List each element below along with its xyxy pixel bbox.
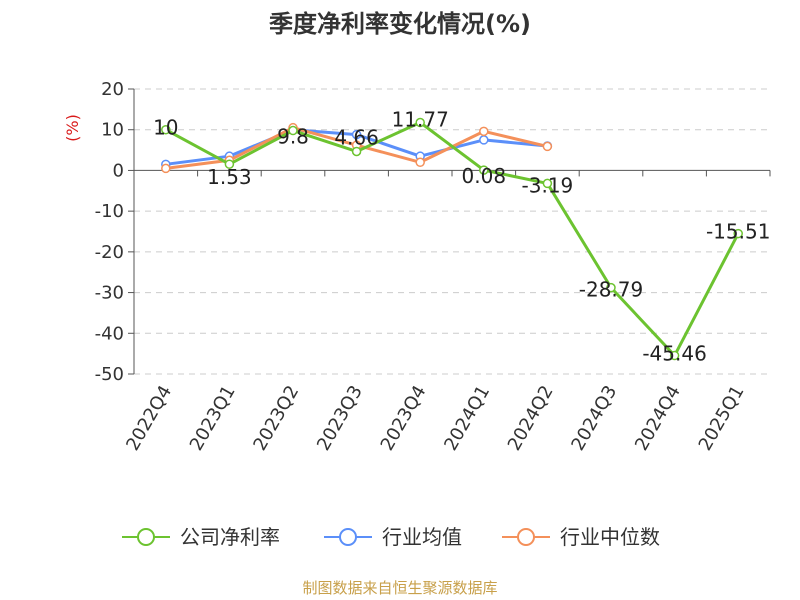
data-point [606,282,616,293]
data-point [479,126,489,137]
data-point [161,163,171,174]
data-label: -15.51 [706,220,770,244]
x-tick-label: 2023Q1 [186,382,240,454]
x-tick-label: 2023Q3 [313,382,367,454]
data-point [351,146,362,157]
y-tick-label: 0 [113,160,124,181]
y-tick-label: -10 [95,201,124,222]
data-point [542,178,553,189]
x-tick-label: 2023Q4 [377,382,431,454]
data-point [224,159,235,169]
chart-title: 季度净利率变化情况(%) [269,10,531,38]
legend-marker [339,528,357,546]
legend-label: 行业中位数 [560,525,660,549]
data-point [542,141,553,152]
data-point [669,350,680,361]
y-tick-label: 20 [101,79,124,100]
x-tick-label: 2024Q3 [567,382,621,454]
data-source-note: 制图数据来自恒生聚源数据库 [302,579,498,597]
x-tick-label: 2023Q2 [249,382,303,454]
y-tick-label: -30 [95,283,124,304]
data-point [479,165,489,175]
data-label: -28.79 [579,278,643,302]
data-label: 1.53 [207,165,252,189]
y-tick-label: -50 [95,364,124,385]
y-tick-label: -40 [95,323,124,344]
x-tick-label: 2024Q2 [504,382,558,454]
legend-label: 行业均值 [382,525,462,549]
x-tick-label: 2022Q4 [122,382,176,454]
data-label: 0.08 [462,164,507,188]
series-line [165,121,740,358]
data-point [351,129,362,140]
legend-label: 公司净利率 [180,525,280,549]
data-label: -45.46 [642,342,706,366]
y-axis-unit-label: (%) [63,114,82,142]
data-label: 9.8 [277,125,309,149]
data-label: -3.19 [522,173,574,197]
y-tick-label: -20 [95,242,124,263]
data-point [288,125,298,136]
x-tick-label: 2024Q4 [631,382,685,454]
data-label: 11.77 [392,108,449,132]
legend-marker [517,528,535,546]
data-label: 4.66 [334,125,379,149]
x-tick-label: 2025Q1 [695,382,749,454]
data-point [415,117,425,128]
y-tick-label: 10 [101,120,124,141]
data-point [733,228,743,239]
data-point [415,157,425,168]
legend-marker [137,528,155,546]
data-label: 10 [153,116,178,140]
data-point [161,124,171,135]
data-point [479,135,489,145]
x-tick-label: 2024Q1 [440,382,494,454]
